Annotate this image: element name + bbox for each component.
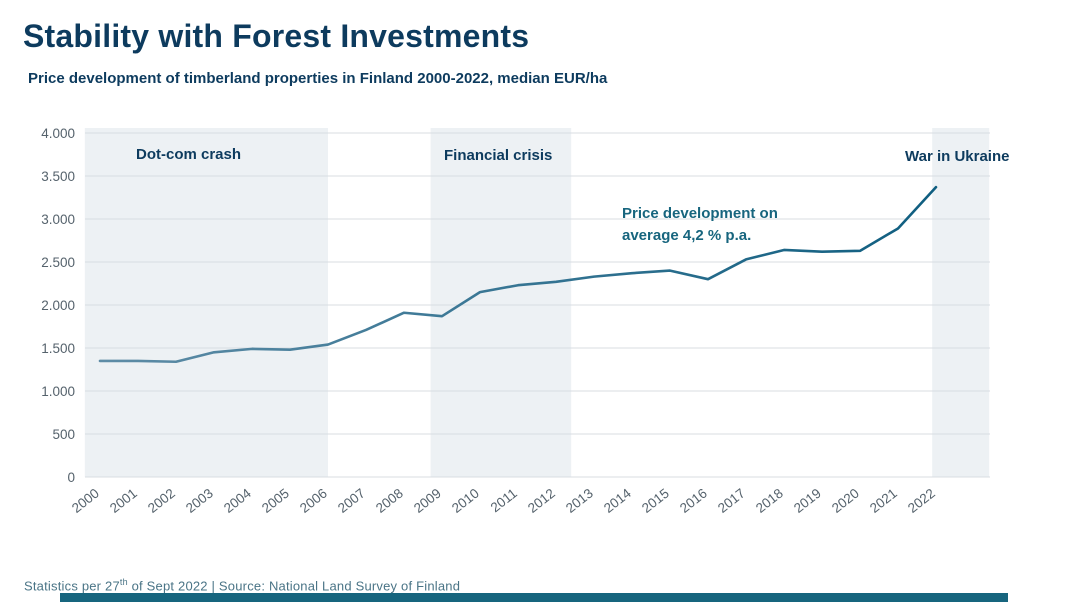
chart-subtitle: Price development of timberland properti…: [28, 70, 608, 87]
x-tick-label: 2010: [449, 486, 482, 516]
y-tick-label: 2.000: [41, 298, 75, 313]
x-tick-label: 2003: [183, 486, 216, 516]
source-note-text: Statistics per 27: [24, 578, 120, 594]
x-tick-label: 2002: [145, 486, 178, 516]
x-tick-label: 2006: [297, 486, 330, 516]
source-note-sup: th: [119, 577, 128, 587]
band-label-dotcom-crash: Dot-com crash: [136, 146, 242, 163]
y-tick-label: 3.000: [41, 212, 75, 227]
x-tick-label: 2011: [488, 486, 520, 516]
price-line: [98, 185, 938, 364]
x-tick-label: 2001: [107, 486, 140, 516]
page-title: Stability with Forest Investments: [23, 18, 530, 54]
x-tick-label: 2017: [715, 486, 748, 516]
highlight-band-1: [430, 128, 572, 477]
x-tick-label: 2000: [69, 486, 102, 516]
y-tick-label: 2.500: [41, 255, 75, 270]
x-tick-label: 2019: [791, 486, 824, 516]
y-tick-label: 500: [52, 427, 75, 442]
x-tick-label: 2005: [259, 486, 292, 516]
highlight-band-2: [932, 128, 990, 477]
chart-svg: 0 500 1.000 1.500 2.000 2.500 3.000 3.500 4.000 2…: [41, 126, 990, 516]
x-tick-label: 2007: [335, 486, 368, 516]
x-tick-label: 2009: [411, 486, 444, 516]
y-tick-label: 4.000: [41, 126, 75, 141]
y-tick-label: 0: [67, 470, 75, 485]
x-tick-label: 2016: [677, 486, 710, 516]
x-tick-label: 2014: [601, 485, 634, 516]
x-tick-label: 2021: [867, 486, 900, 516]
y-tick-label: 3.500: [41, 169, 75, 184]
y-tick-label: 1.500: [41, 341, 75, 356]
average-growth-annotation: Price development on average 4,2 % p.a.: [622, 205, 778, 244]
x-tick-label: 2008: [373, 486, 406, 516]
x-tick-label: 2015: [639, 486, 672, 516]
x-tick-label: 2022: [905, 486, 938, 516]
band-label-war-in-ukraine: War in Ukraine: [905, 148, 1010, 165]
x-tick-label: 2020: [829, 486, 862, 516]
chart-area: 0 500 1.000 1.500 2.000 2.500 3.000 3.500 4.000 2…: [0, 115, 1068, 555]
highlight-band-0: [84, 128, 328, 477]
source-note: Statistics per 27th of Sept 2022 | Sourc…: [24, 577, 460, 593]
x-tick-label: 2013: [563, 486, 596, 516]
x-tick-label: 2004: [221, 485, 254, 516]
source-note-rest: of Sept 2022 | Source: National Land Sur…: [127, 578, 461, 594]
accent-bar: [60, 593, 1008, 602]
x-tick-label: 2018: [753, 486, 786, 516]
y-tick-label: 1.000: [41, 384, 75, 399]
band-label-financial-crisis: Financial crisis: [444, 147, 553, 164]
x-tick-label: 2012: [525, 486, 558, 516]
